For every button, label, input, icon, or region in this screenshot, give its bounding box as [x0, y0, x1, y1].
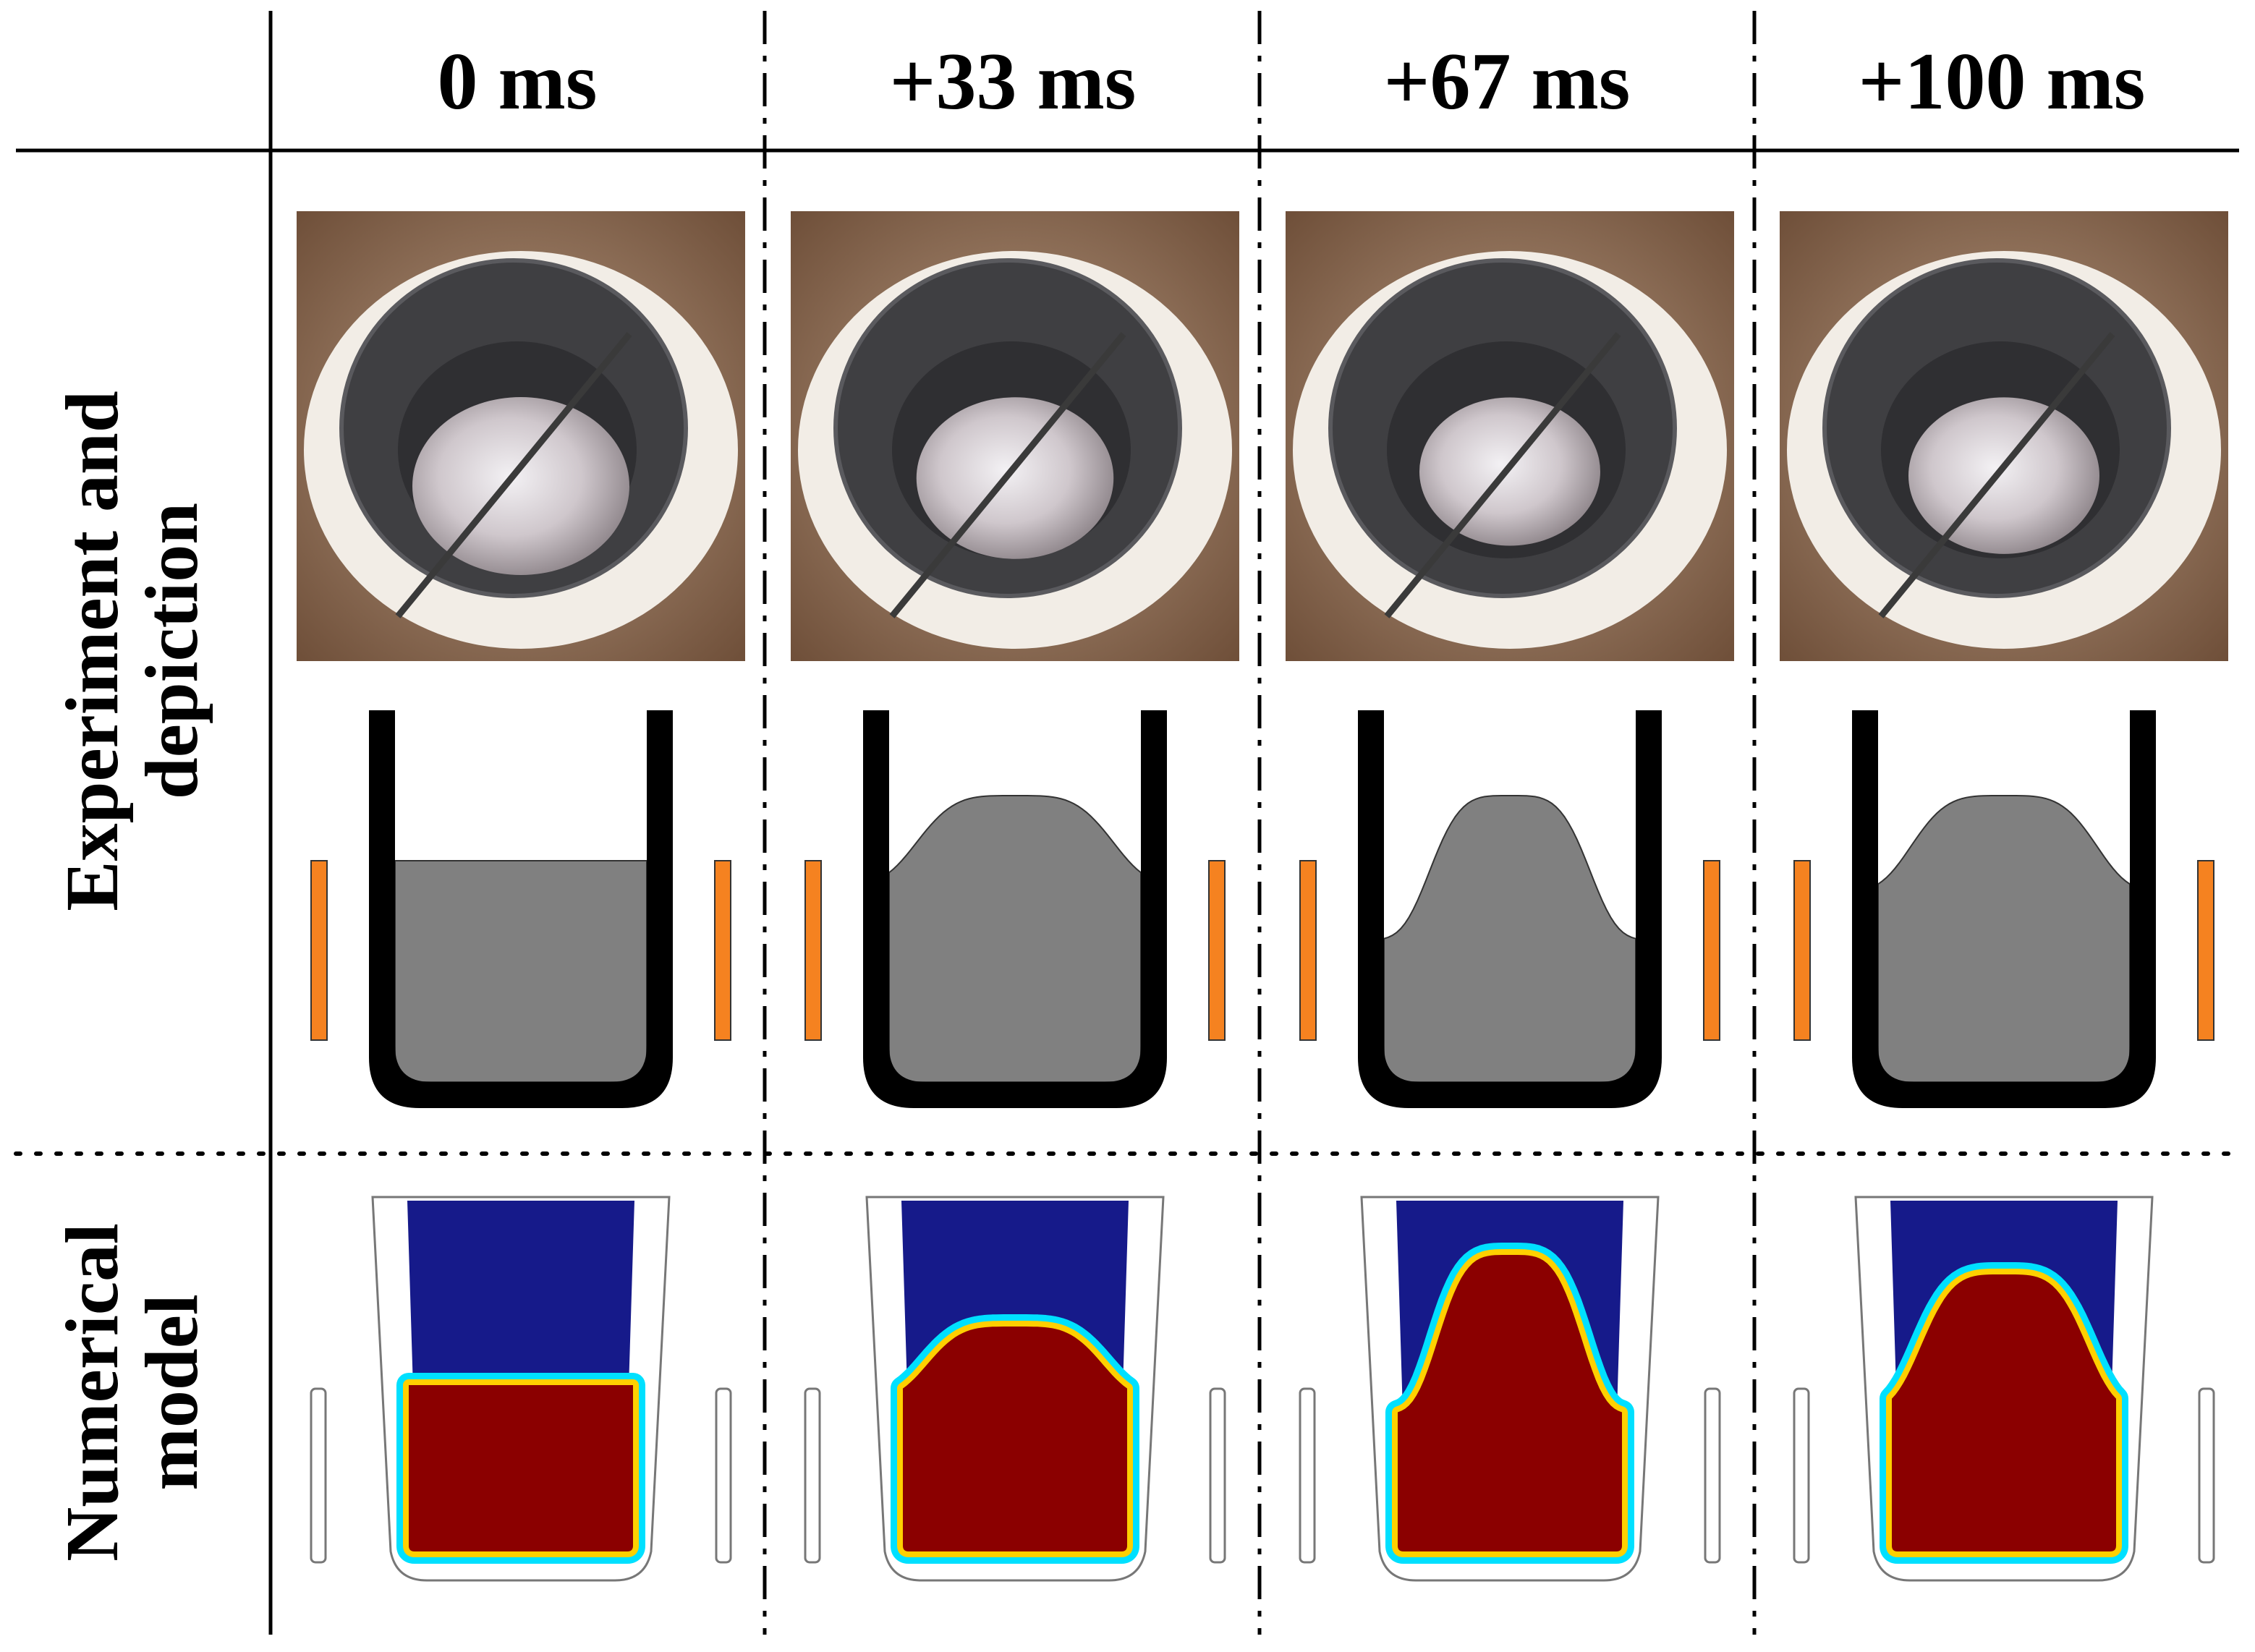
row-header-experiment-line1: Experiment and — [51, 391, 134, 911]
experiment-photo — [791, 211, 1239, 661]
simulation-coil-left — [310, 1387, 327, 1564]
melt-dome-icon — [1383, 795, 1636, 1083]
simulation-coil-right — [2198, 1387, 2215, 1564]
depiction-schematics — [310, 710, 2214, 1108]
thermocouple-rod — [395, 332, 632, 618]
induction-coil-icon — [1703, 860, 1720, 1041]
simulation-coil-right — [1209, 1387, 1226, 1564]
row-header-experiment-line2: depiction — [130, 503, 213, 799]
induction-coil-icon — [1208, 860, 1226, 1041]
experiment-photo — [297, 211, 745, 661]
crucible-rim — [1822, 258, 2171, 598]
experiment-photo — [1286, 211, 1734, 661]
induction-coil-icon — [714, 860, 731, 1041]
numerical-model-panels — [310, 1196, 2215, 1582]
column-header-0ms: 0 ms — [438, 37, 598, 127]
melt-dome-icon — [888, 795, 1142, 1083]
induction-coil-icon — [1299, 860, 1317, 1041]
simulation-coil-left — [804, 1387, 821, 1564]
simulation-melt-region — [409, 1385, 633, 1551]
depiction-schematic — [804, 710, 1226, 1108]
simulation-coil-right — [715, 1387, 732, 1564]
melt-dome-icon — [1877, 795, 2131, 1083]
depiction-schematic — [1793, 710, 2214, 1108]
column-header-67ms: +67 ms — [1384, 37, 1631, 127]
thermocouple-rod — [1384, 332, 1621, 618]
experiment-photo — [1780, 211, 2228, 661]
row-header-experiment: Experiment and depiction — [51, 391, 213, 911]
simulation-panel — [804, 1196, 1226, 1582]
molten-metal-surface — [1908, 397, 2099, 554]
simulation-melt-region — [903, 1327, 1127, 1551]
simulation-melt-region — [1398, 1255, 1622, 1551]
depiction-schematic — [310, 710, 731, 1108]
molten-metal-surface — [916, 397, 1114, 559]
simulation-melt-region — [1892, 1274, 2116, 1551]
melt-dome-icon — [394, 860, 647, 1083]
induction-coil-icon — [1793, 860, 1811, 1041]
simulation-coil-left — [1793, 1387, 1810, 1564]
row-header-numerical-line1: Numerical — [51, 1223, 134, 1562]
crucible-rim — [833, 258, 1182, 598]
crucible-rim — [339, 258, 688, 598]
crucible-wall — [369, 710, 673, 1108]
molten-metal-surface — [1419, 397, 1600, 546]
row-header-numerical-line2: model — [130, 1294, 213, 1491]
crucible-wall — [1852, 710, 2156, 1108]
simulation-coil-left — [1299, 1387, 1316, 1564]
crucible-rim — [1328, 258, 1677, 598]
crucible-wall — [1358, 710, 1662, 1108]
simulation-panel — [1299, 1196, 1721, 1582]
induction-coil-icon — [310, 860, 328, 1041]
induction-coil-icon — [2197, 860, 2214, 1041]
molten-metal-surface — [412, 397, 629, 575]
experiment-photos — [297, 211, 2228, 661]
depiction-schematic — [1299, 710, 1720, 1108]
thermocouple-rod — [1878, 332, 2115, 618]
simulation-panel — [310, 1196, 732, 1582]
column-header-100ms: +100 ms — [1859, 37, 2146, 127]
column-header-33ms: +33 ms — [890, 37, 1137, 127]
simulation-coil-right — [1704, 1387, 1721, 1564]
induction-coil-icon — [804, 860, 822, 1041]
simulation-panel — [1793, 1196, 2215, 1582]
crucible-wall — [863, 710, 1167, 1108]
thermocouple-rod — [889, 332, 1126, 618]
row-header-numerical: Numerical model — [51, 1223, 213, 1562]
